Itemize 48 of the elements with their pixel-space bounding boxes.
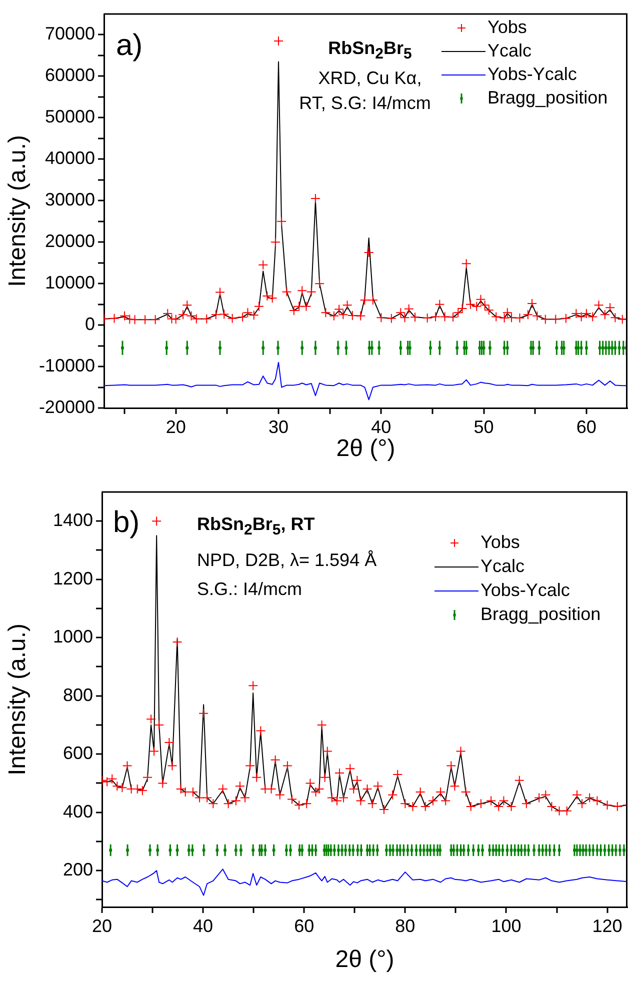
- y-axis-title: Intensity (a.u.): [4, 623, 32, 776]
- y-tick-label: -20000: [38, 396, 95, 417]
- legend-label: Bragg_position: [480, 604, 601, 624]
- x-tick-label: 50: [474, 416, 494, 437]
- x-tick-label: 100: [491, 916, 522, 936]
- y-tick-label: 10000: [44, 272, 95, 293]
- y-tick-label: 0: [84, 314, 95, 334]
- y-tick-label: 400: [62, 801, 93, 822]
- legend-label: Yobs-Ycalc: [480, 580, 570, 600]
- x-tick-label: 40: [371, 416, 392, 437]
- y-axis-title: Intensity (a.u.): [4, 134, 32, 288]
- y-tick-label: 60000: [44, 65, 95, 86]
- y-tick-label: 200: [62, 860, 93, 880]
- legend-label: Bragg_position: [488, 87, 608, 108]
- x-tick-label: 30: [268, 416, 289, 437]
- y-tick-label: 50000: [44, 106, 95, 127]
- y-tick-label: 30000: [44, 190, 95, 210]
- y-tick-label: 800: [62, 684, 93, 705]
- x-tick-label: 40: [193, 916, 214, 936]
- annotation: a): [116, 29, 143, 62]
- x-axis-title: 2θ (°): [335, 946, 394, 974]
- x-tick-label: 20: [166, 416, 186, 437]
- annotation: NPD, D2B, λ= 1.594 Å: [197, 550, 377, 570]
- y-tick-label: 70000: [44, 24, 95, 44]
- y-tick-label: 1200: [52, 568, 93, 588]
- y-tick-label: 40000: [44, 148, 95, 168]
- annotation: RT, S.G: I4/mcm: [299, 93, 431, 113]
- y-tick-label: 1000: [52, 626, 93, 647]
- y-tick-label: 1400: [52, 510, 93, 530]
- y-tick-label: 600: [62, 743, 93, 764]
- x-tick-label: 60: [576, 416, 596, 437]
- annotation: b): [113, 506, 140, 539]
- x-tick-label: 20: [92, 916, 112, 936]
- legend-label: Yobs: [488, 16, 527, 37]
- annotation: RbSn$_{2}$Br$_{5}$, RT: [197, 514, 315, 539]
- x-axis-title: 2θ (°): [336, 435, 396, 462]
- x-tick-label: 60: [294, 916, 314, 936]
- x-tick-label: 80: [395, 916, 416, 936]
- legend-label: Yobs: [480, 532, 520, 552]
- legend-label: Ycalc: [488, 40, 532, 60]
- y-tick-label: -10000: [38, 355, 95, 376]
- x-tick-label: 120: [592, 916, 622, 936]
- annotation: RbSn$_{2}$Br$_{5}$: [328, 38, 412, 63]
- legend-label: Ycalc: [480, 556, 525, 576]
- annotation: XRD, Cu Kα,: [318, 68, 422, 88]
- y-tick-label: 20000: [44, 231, 95, 252]
- legend-label: Yobs-Ycalc: [488, 64, 577, 84]
- annotation: S.G.: I4/mcm: [197, 579, 302, 599]
